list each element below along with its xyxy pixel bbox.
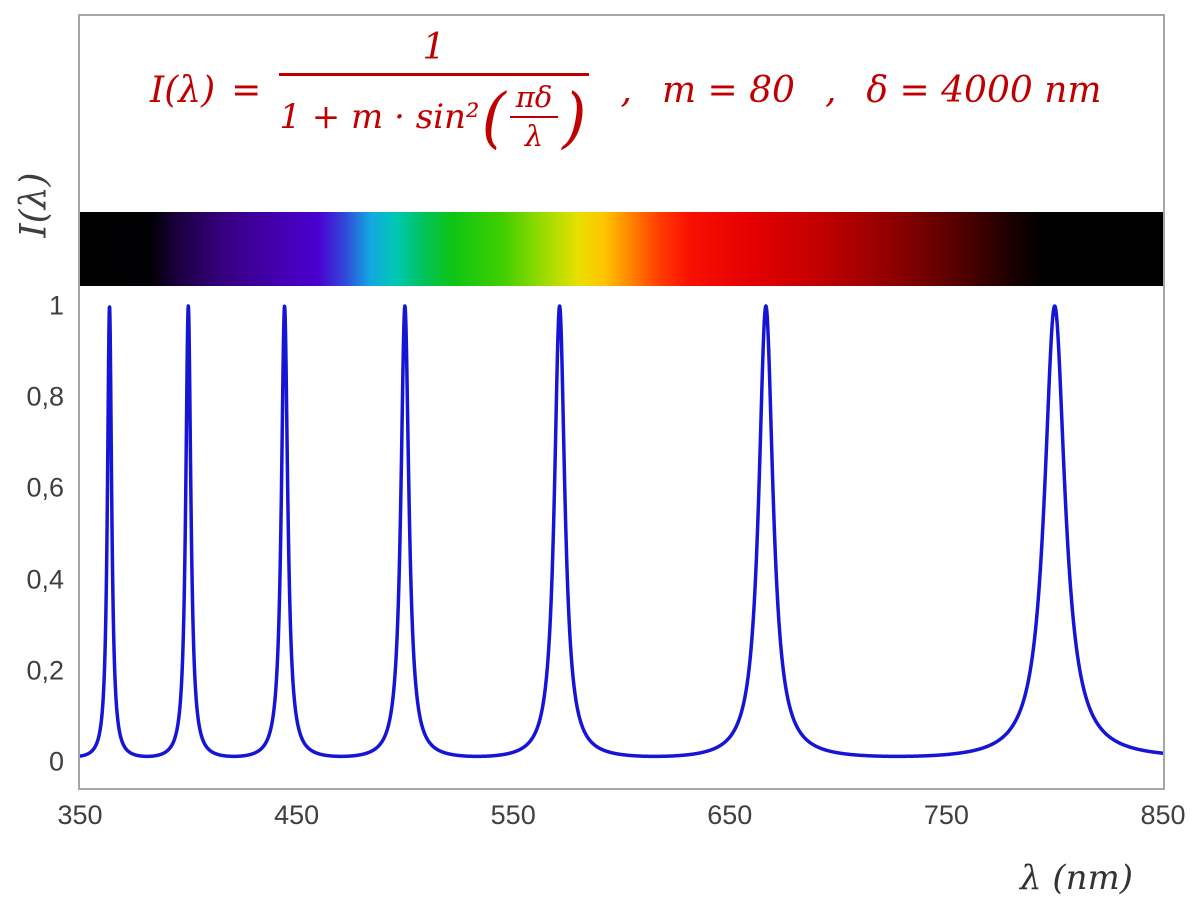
formula-numerator: 1 <box>422 27 446 68</box>
formula-param-m: m = 80 <box>661 69 795 111</box>
fraction-bar <box>279 72 589 76</box>
intensity-curve-svg <box>80 304 1163 759</box>
x-tick-label: 750 <box>923 800 969 830</box>
formula-denominator-prefix: 1 + m · sin² <box>279 96 480 137</box>
plot-area: I(λ) = 1 1 + m · sin² ( πδ λ ) , m = 80 <box>78 14 1165 790</box>
inner-fraction: πδ λ <box>509 79 559 154</box>
y-tick-label: 0,8 <box>26 381 64 412</box>
x-tick-label: 650 <box>707 800 753 830</box>
formula-denominator: 1 + m · sin² ( πδ λ ) <box>279 76 588 154</box>
spectrum-bar <box>80 212 1163 286</box>
formula-lhs: I(λ) <box>150 69 216 111</box>
inner-fraction-bar <box>509 116 559 119</box>
formula-comma-2: , <box>824 69 837 111</box>
y-tick-label: 0,6 <box>26 472 64 503</box>
formula: I(λ) = 1 1 + m · sin² ( πδ λ ) , m = 80 <box>142 28 1110 153</box>
formula-param-delta: δ = 4000 nm <box>866 69 1102 111</box>
intensity-curve <box>80 304 1163 759</box>
x-tick-label: 850 <box>1140 800 1186 830</box>
x-axis-title: λ (nm) <box>1020 858 1134 898</box>
y-tick-label: 0 <box>48 746 64 777</box>
x-tick-label: 450 <box>274 800 320 830</box>
inner-fraction-numerator: πδ <box>515 79 553 114</box>
y-tick-label: 0,2 <box>26 655 64 686</box>
y-tick-label: 0,4 <box>26 564 64 595</box>
x-tick-label: 550 <box>490 800 536 830</box>
right-paren: ) <box>562 78 587 156</box>
formula-fraction: 1 1 + m · sin² ( πδ λ ) <box>279 27 589 154</box>
inner-fraction-denominator: λ <box>524 119 544 154</box>
left-paren: ( <box>481 78 506 156</box>
y-axis-title: I(λ) <box>13 172 55 238</box>
x-tick-label: 350 <box>57 800 103 830</box>
y-tick-label: 1 <box>48 290 64 321</box>
formula-comma-1: , <box>620 69 632 111</box>
formula-equals: = <box>231 69 262 111</box>
